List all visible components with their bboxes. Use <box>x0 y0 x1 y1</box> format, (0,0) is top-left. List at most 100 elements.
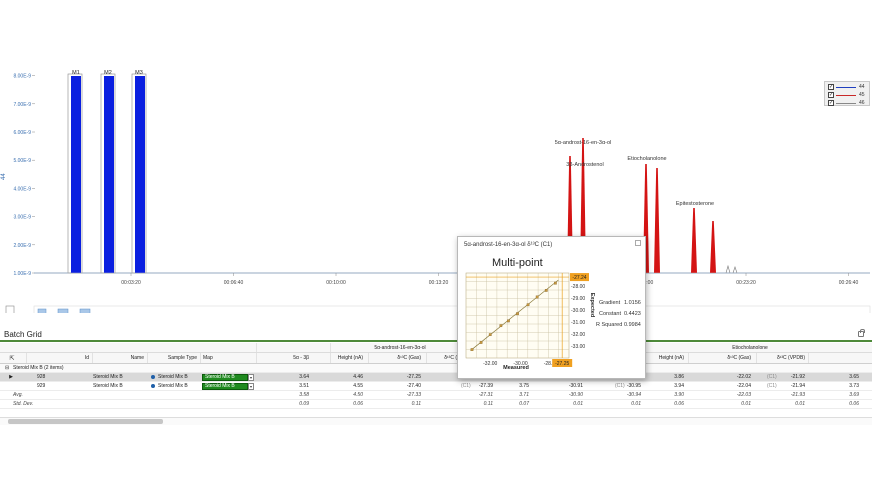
calibration-point[interactable] <box>526 303 530 307</box>
y-tick-label: 4.00E-9 <box>13 186 31 192</box>
calibration-point[interactable] <box>479 341 483 344</box>
horizontal-scrollbar[interactable] <box>0 417 872 425</box>
calibration-point[interactable] <box>554 281 557 285</box>
cell-gas[interactable]: -30.91 <box>568 383 583 389</box>
cell-sample-type[interactable]: Steroid Mix B <box>148 373 204 381</box>
cell-height: 3.71 <box>519 392 529 398</box>
close-icon[interactable] <box>635 240 641 246</box>
calibration-point[interactable] <box>470 348 474 351</box>
cell-id[interactable]: 929 <box>37 383 46 389</box>
calibration-point[interactable] <box>499 324 503 328</box>
col-header-sample-type[interactable]: Sample Type <box>167 355 197 361</box>
y-tick-label: -32.00 <box>571 332 585 338</box>
map-dropdown-icon[interactable]: ▾ <box>248 374 254 381</box>
cell-gas[interactable]: -22.04 <box>736 383 751 389</box>
col-header-height-3[interactable]: Height (nA) <box>658 355 684 361</box>
scrollbar-thumb[interactable] <box>8 419 163 424</box>
checkbox-45[interactable]: ✓ <box>828 92 834 98</box>
cell-name[interactable]: Steroid Mix B <box>93 383 123 389</box>
map-select[interactable]: Steroid Mix B <box>202 374 248 381</box>
cell-height[interactable]: 3.94 <box>674 383 684 389</box>
reference-peak-label: M3 <box>135 70 143 76</box>
col-header-name[interactable]: Name <box>130 355 144 361</box>
reference-peak[interactable] <box>71 76 81 273</box>
cell-gas: -30.90 <box>568 392 583 398</box>
cell-gas[interactable]: -22.02 <box>736 374 751 380</box>
map-dropdown-icon[interactable]: ▾ <box>248 383 254 390</box>
cell-ratio[interactable]: 3.64 <box>299 374 309 380</box>
sample-peak[interactable] <box>710 221 716 273</box>
cell-ratio: 0.09 <box>299 401 309 407</box>
table-row[interactable]: 929 Steroid Mix B Steroid Mix B Steroid … <box>0 382 872 391</box>
legend-item-44[interactable]: ✓ 44 <box>828 83 870 91</box>
sample-peak[interactable] <box>654 168 660 273</box>
column-chooser-icon[interactable]: ⇱ <box>9 355 15 362</box>
col-header-gas-1[interactable]: δ¹³C (Gas) <box>397 355 421 361</box>
cell-vpdb[interactable]: -21.92 <box>790 374 805 380</box>
calibration-point[interactable] <box>507 319 510 323</box>
collapse-icon[interactable]: ⊟ <box>5 365 10 371</box>
checkbox-46[interactable]: ✓ <box>828 100 834 106</box>
cell-next[interactable]: 3.73 <box>849 383 859 389</box>
group-row[interactable]: ⊟ Steroid Mix B (2 items) <box>0 364 872 373</box>
y-axis-label: 44 <box>1 173 7 180</box>
cell-vpdb[interactable]: -21.94 <box>790 383 805 389</box>
r-squared-value: 0.9984 <box>624 322 641 328</box>
batch-grid-title: Batch Grid <box>4 330 42 339</box>
col-header-ratio[interactable]: 5α - 3β <box>293 355 309 361</box>
cell-name[interactable]: Steroid Mix B <box>93 374 123 380</box>
calibration-point[interactable] <box>535 295 539 299</box>
cell-vpdb[interactable]: -30.95 <box>626 383 641 389</box>
calibration-point[interactable] <box>488 333 492 337</box>
col-header-gas-3[interactable]: δ¹³C (Gas) <box>727 355 751 361</box>
sample-peak-label: Etiocholanolone <box>627 156 666 162</box>
y-tick-label: 3.00E-9 <box>13 215 31 221</box>
cell-height: 4.50 <box>353 392 363 398</box>
multi-point-chart: -32.00 -30.00 -28.00 -28.00 -29.00 -30.00 -31.… <box>465 272 595 371</box>
gradient-value: 1.0156 <box>624 300 641 306</box>
cell-vpdb: 0.11 <box>483 401 493 407</box>
sample-peak[interactable] <box>691 208 697 273</box>
cell-ratio[interactable]: 3.51 <box>299 383 309 389</box>
col-header-map[interactable]: Map <box>203 355 213 361</box>
cell-id[interactable]: 928 <box>37 374 46 380</box>
cell-height[interactable]: 3.86 <box>674 374 684 380</box>
table-row[interactable]: ▶ 928 Steroid Mix B Steroid Mix B Steroi… <box>0 373 872 382</box>
checkbox-44[interactable]: ✓ <box>828 84 834 90</box>
map-select[interactable]: Steroid Mix B <box>202 383 248 390</box>
multi-point-popup: -32.00 -30.00 -28.00 -28.00 -29.00 -30.00 -31.… <box>457 236 646 379</box>
gradient-label: Gradient <box>599 300 621 306</box>
legend-item-46[interactable]: ✓ 46 <box>828 99 870 107</box>
sample-peak-label: 3β-Androstenol <box>566 162 603 168</box>
reference-peak[interactable] <box>104 76 114 273</box>
calibration-point[interactable] <box>516 312 519 316</box>
cell-gas: -27.33 <box>406 392 421 398</box>
cell-height[interactable]: 4.55 <box>353 383 363 389</box>
overview-strip[interactable] <box>33 305 871 313</box>
overview-left-handle[interactable] <box>5 305 15 313</box>
col-header-vpdb-1[interactable]: δ¹³C ( <box>444 355 457 361</box>
cell-height[interactable]: 3.75 <box>519 383 529 389</box>
cell-gas[interactable]: -27.25 <box>406 374 421 380</box>
col-header-height-1[interactable]: Height (nA) <box>337 355 363 361</box>
reference-peak-label: M2 <box>104 70 112 76</box>
cell-gas: 0.01 <box>741 401 751 407</box>
y-tick-label: -31.00 <box>571 320 585 326</box>
col-header-id[interactable]: Id <box>84 355 89 361</box>
cell-sample-type[interactable]: Steroid Mix B <box>148 382 204 390</box>
legend-item-45[interactable]: ✓ 45 <box>828 91 870 99</box>
cell-gas[interactable]: -27.40 <box>406 383 421 389</box>
lock-icon[interactable] <box>858 329 865 337</box>
cell-next[interactable]: 3.65 <box>849 374 859 380</box>
batch-grid: 5α-androst-16-en-3α-ol Etiocholanolone ⇱… <box>0 343 872 409</box>
sample-peak-label: Epitestosterone <box>676 201 714 207</box>
cell-height: 0.06 <box>353 401 363 407</box>
reference-peak[interactable] <box>135 76 145 273</box>
calibration-point[interactable] <box>544 289 548 292</box>
x-tick-label: -28.00 <box>544 361 558 367</box>
col-header-vpdb-3[interactable]: δ¹³C (VPDB) <box>776 355 805 361</box>
cell-vpdb[interactable]: -27.39 <box>478 383 493 389</box>
cell-height[interactable]: 4.46 <box>353 374 363 380</box>
highlight-x-value: -27.25 <box>555 361 569 367</box>
chromatogram-plot[interactable]: 1.00E-9 2.00E-9 3.00E-9 4.00E-9 5.00E-9 6.00E… <box>0 68 878 313</box>
